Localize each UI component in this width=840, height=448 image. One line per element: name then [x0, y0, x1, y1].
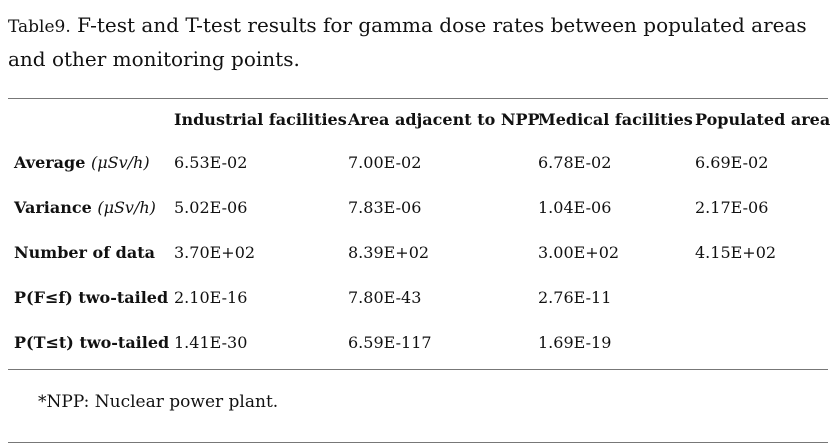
- results-table: Industrial facilities Area adjacent to N…: [8, 99, 831, 365]
- table-cell: 2.17E-06: [695, 198, 769, 217]
- table-cell: 7.83E-06: [348, 198, 422, 217]
- table-cell: 6.69E-02: [695, 153, 769, 172]
- table-cell: 5.02E-06: [174, 198, 248, 217]
- table-cell: 4.15E+02: [695, 243, 777, 262]
- footnote-bottom-rule: [8, 442, 828, 443]
- table-bottom-rule: [8, 369, 828, 370]
- table-cell: 6.59E-117: [348, 333, 432, 352]
- table-cell: 6.53E-02: [174, 153, 248, 172]
- row-label-number-of-data: Number of data: [14, 243, 155, 262]
- header-medical-facilities: Medical facilities: [538, 110, 693, 129]
- table-cell: 8.39E+02: [348, 243, 430, 262]
- table-cell: 7.00E-02: [348, 153, 422, 172]
- row-label-text: Variance: [14, 198, 92, 217]
- table-cell: 1.69E-19: [538, 333, 612, 352]
- table-cell: 7.80E-43: [348, 288, 422, 307]
- table-cell: 2.10E-16: [174, 288, 248, 307]
- table-cell: 6.78E-02: [538, 153, 612, 172]
- unit-text: (μSv/h): [97, 198, 156, 217]
- table-row-t-test: P(T≤t) two-tailed 1.41E-30 6.59E-117 1.6…: [8, 320, 828, 365]
- header-industrial-facilities: Industrial facilities: [174, 110, 347, 129]
- row-unit: (μSv/h): [91, 153, 150, 172]
- table-row-average: Average (μSv/h) 6.53E-02 7.00E-02 6.78E-…: [8, 140, 828, 185]
- table-cell: [689, 320, 828, 365]
- table-header-row: Industrial facilities Area adjacent to N…: [8, 99, 831, 140]
- table-cell: 1.04E-06: [538, 198, 612, 217]
- table-row-number-of-data: Number of data 3.70E+02 8.39E+02 3.00E+0…: [8, 230, 828, 275]
- table-footnote: *NPP: Nuclear power plant.: [38, 392, 279, 412]
- table-top-rule: [8, 98, 828, 99]
- table-cell: 3.00E+02: [538, 243, 620, 262]
- table-cell: 1.41E-30: [174, 333, 248, 352]
- header-populated-area: Populated area: [695, 110, 831, 129]
- table-cell: 3.70E+02: [174, 243, 256, 262]
- row-unit: (μSv/h): [97, 198, 156, 217]
- row-label-text: Average: [14, 153, 86, 172]
- table-row-variance: Variance (μSv/h) 5.02E-06 7.83E-06 1.04E…: [8, 185, 828, 230]
- row-label-variance: Variance (μSv/h): [8, 185, 168, 230]
- row-label-t-test: P(T≤t) two-tailed: [14, 333, 170, 352]
- unit-text: (μSv/h): [90, 153, 150, 172]
- table-caption: Table9. F-test and T-test results for ga…: [8, 9, 832, 75]
- table-caption-label: Table9.: [8, 17, 71, 37]
- row-label-f-test: P(F≤f) two-tailed: [14, 288, 169, 307]
- header-area-adjacent-npp: Area adjacent to NPP: [348, 110, 540, 129]
- table-cell: [689, 275, 828, 320]
- row-label-average: Average (μSv/h): [8, 140, 168, 185]
- table-caption-text: F-test and T-test results for gamma dose…: [8, 13, 807, 71]
- header-cell-empty: [8, 99, 168, 140]
- table-cell: 2.76E-11: [538, 288, 612, 307]
- table-row-f-test: P(F≤f) two-tailed 2.10E-16 7.80E-43 2.76…: [8, 275, 828, 320]
